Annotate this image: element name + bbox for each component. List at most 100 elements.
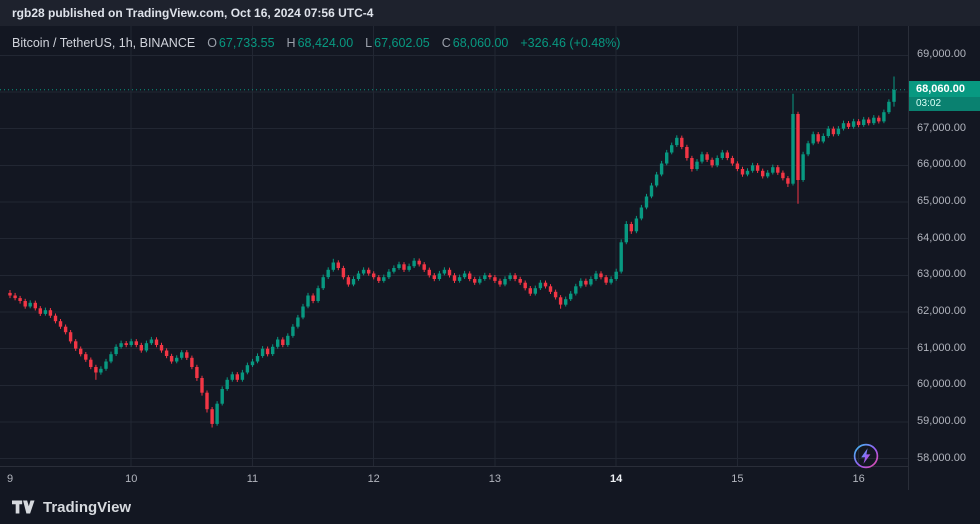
candle-body xyxy=(725,152,729,158)
candle-body xyxy=(639,207,644,219)
time-axis-label: 15 xyxy=(731,473,744,485)
time-axis-label: 11 xyxy=(246,473,259,485)
candle-body xyxy=(579,280,583,287)
candle-body xyxy=(826,128,830,136)
candle-body xyxy=(427,269,431,276)
candle-body xyxy=(276,339,280,347)
candle-body xyxy=(513,275,517,279)
candle-body xyxy=(533,288,537,294)
candle-body xyxy=(235,374,239,380)
candle-body xyxy=(250,361,255,366)
candle-body xyxy=(670,145,674,153)
time-axis-label: 9 xyxy=(6,473,14,485)
candle-body xyxy=(346,277,351,285)
ohlc-close: C 68,060.00 xyxy=(441,36,509,50)
price-axis-label: 63,000.00 xyxy=(917,268,966,281)
candle-body xyxy=(195,367,199,378)
candle-body xyxy=(619,242,623,272)
last-price-value: 68,060.00 xyxy=(909,80,980,97)
candle-body xyxy=(377,277,381,281)
candle-body xyxy=(129,341,133,345)
candle-body xyxy=(776,167,780,173)
candle-body xyxy=(457,277,462,281)
candle-body xyxy=(786,178,790,184)
candle-body xyxy=(301,306,305,318)
candle-body xyxy=(846,123,851,127)
candle-body xyxy=(872,117,876,124)
symbol-legend: Bitcoin / TetherUS, 1h, BINANCE O 67,733… xyxy=(12,36,620,50)
tradingview-mark-icon xyxy=(12,500,35,514)
candle-body xyxy=(462,273,467,278)
candle-body xyxy=(180,352,184,358)
time-axis-label: 16 xyxy=(852,473,865,485)
candle-body xyxy=(407,266,411,270)
candle-body xyxy=(190,357,194,367)
ohlc-open: O 67,733.55 xyxy=(207,36,275,50)
symbol-title[interactable]: Bitcoin / TetherUS, 1h, BINANCE xyxy=(12,36,196,50)
price-axis[interactable]: 69,000.0068,000.0067,000.0066,000.0065,0… xyxy=(908,26,980,490)
candle-body xyxy=(705,154,709,160)
candle-body xyxy=(159,345,164,351)
candle-body xyxy=(771,167,775,173)
candlestick-chart[interactable] xyxy=(0,26,908,466)
candle-body xyxy=(715,158,719,166)
candle-body xyxy=(326,269,330,278)
candle-body xyxy=(200,378,204,393)
candle-body xyxy=(139,345,143,351)
candle-body xyxy=(316,288,320,301)
candle-body xyxy=(74,341,78,349)
candle-body xyxy=(382,277,386,281)
ohlc-high: H 68,424.00 xyxy=(286,36,354,50)
candle-body xyxy=(84,354,88,360)
candle-body xyxy=(468,273,472,279)
candle-body xyxy=(816,134,820,142)
brand-wordmark: TradingView xyxy=(43,498,132,516)
candle-body xyxy=(841,123,846,129)
candle-body xyxy=(58,321,63,327)
candle-body xyxy=(18,298,22,301)
candle-body xyxy=(892,89,896,102)
time-axis-label: 12 xyxy=(367,473,380,485)
lightning-bolt-icon[interactable] xyxy=(852,442,880,470)
candle-body xyxy=(604,277,608,283)
candle-body xyxy=(442,269,447,274)
candle-body xyxy=(68,332,73,342)
candle-body xyxy=(134,341,138,345)
chart-plot-area[interactable]: Bitcoin / TetherUS, 1h, BINANCE O 67,733… xyxy=(0,26,908,469)
candle-body xyxy=(99,368,103,373)
candle-body xyxy=(281,339,285,345)
candle-body xyxy=(488,275,492,278)
candle-body xyxy=(564,299,568,305)
candle-body xyxy=(629,224,633,232)
time-axis[interactable]: 9 10 11 12 13 14 15 16 xyxy=(0,466,908,490)
ohlc-low: L 67,602.05 xyxy=(365,36,430,50)
candle-body xyxy=(569,293,573,300)
candle-body xyxy=(882,112,886,122)
candle-body xyxy=(341,268,346,278)
candle-body xyxy=(38,308,42,314)
candle-body xyxy=(538,282,543,289)
tradingview-logo[interactable]: TradingView xyxy=(12,499,131,516)
candle-body xyxy=(659,163,664,175)
candle-body xyxy=(372,273,376,278)
candle-body xyxy=(806,143,810,155)
price-axis-label: 61,000.00 xyxy=(917,341,966,354)
candle-body xyxy=(402,264,406,270)
candle-body xyxy=(498,280,502,285)
candle-body xyxy=(79,348,83,355)
candle-body xyxy=(518,279,522,283)
candle-body xyxy=(205,392,209,410)
candle-body xyxy=(856,121,861,125)
candle-body xyxy=(220,389,224,404)
candle-body xyxy=(503,279,507,285)
candle-body xyxy=(710,159,714,166)
candle-body xyxy=(23,301,27,307)
candle-body xyxy=(28,302,32,307)
candle-body xyxy=(508,275,512,279)
candle-body xyxy=(412,260,416,267)
candle-body xyxy=(351,279,356,285)
time-axis-label: 13 xyxy=(488,473,502,485)
candle-body xyxy=(154,339,159,345)
candle-body xyxy=(43,310,48,314)
candle-body xyxy=(245,365,250,373)
